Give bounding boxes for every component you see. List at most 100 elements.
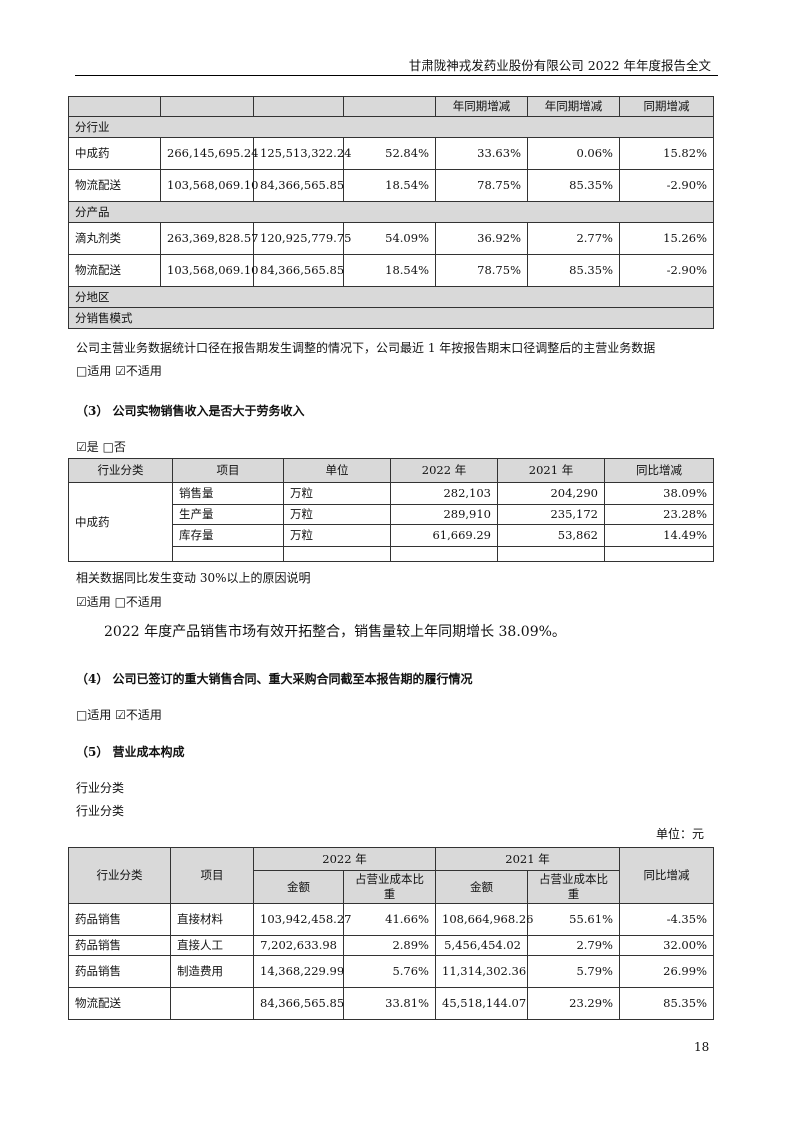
- table-cell: 0.06%: [527, 137, 620, 170]
- column-header: [253, 96, 344, 117]
- table-cell: 108,664,968.26: [435, 903, 533, 936]
- table-row: [69, 546, 714, 562]
- table-cell: 103,568,069.10: [160, 254, 258, 287]
- table-cell: 5.76%: [343, 955, 436, 988]
- table-cell: 万粒: [283, 482, 391, 505]
- section-label: 分行业: [68, 116, 714, 138]
- table-row: 物流配送 103,568,069.10 84,366,565.85 18.54% 78.…: [68, 169, 714, 202]
- section-4-check[interactable]: □适用 ☑不适用: [76, 708, 162, 722]
- table-cell: 32.00%: [619, 935, 714, 956]
- table-cell: 物流配送: [68, 987, 171, 1020]
- column-header: 2021 年: [435, 847, 620, 871]
- table-cell: 14,368,229.99: [253, 955, 344, 988]
- column-header: [160, 96, 254, 117]
- table-cell: 78.75%: [435, 169, 528, 202]
- table-cell: 103,568,069.10: [160, 169, 258, 202]
- table-cell: 制造费用: [170, 955, 254, 988]
- column-header: 2022 年: [253, 847, 436, 871]
- section-label: 分地区: [68, 286, 714, 308]
- category-cell: 中成药: [68, 482, 173, 562]
- table-cell: 2.89%: [343, 935, 436, 956]
- table-cell: 120,925,779.75: [253, 222, 351, 255]
- table-cell: 23.28%: [604, 504, 714, 525]
- table-cell: 26.99%: [619, 955, 714, 988]
- column-header: 2022 年: [390, 458, 498, 483]
- cost-structure-table: 行业分类 项目 2022 年 2021 年同比增减 金额 占营业成本比重 金额 占营业成本比重…: [68, 847, 714, 1020]
- table-cell: 33.63%: [435, 137, 528, 170]
- table-cell: 85.35%: [527, 254, 620, 287]
- table-cell: 7,202,633.98: [253, 935, 344, 956]
- section-3-check[interactable]: ☑是 □否: [76, 440, 126, 454]
- table-cell: -2.90%: [619, 254, 714, 287]
- table-row: 滴丸剂类 263,369,828.57 120,925,779.75 54.09% 36…: [68, 222, 714, 255]
- applicability-check-1[interactable]: □适用 ☑不适用: [76, 364, 162, 378]
- column-header: 行业分类: [68, 847, 171, 904]
- table-row: 物流配送 84,366,565.85 33.81% 45,518,144.07 23.2…: [68, 987, 714, 1020]
- table-cell: [497, 546, 605, 562]
- section-label: 分销售模式: [68, 307, 714, 329]
- column-header: 年同期增减: [527, 96, 620, 117]
- section-row: 分销售模式: [68, 307, 714, 329]
- header-row: 年同期增减 年同期增减 同期增减: [68, 96, 714, 117]
- table-cell: 38.09%: [604, 482, 714, 505]
- table-cell: 物流配送: [68, 254, 161, 287]
- table-cell: [172, 546, 284, 562]
- table-cell: 53,862: [497, 524, 605, 547]
- table-cell: 14.49%: [604, 524, 714, 547]
- table-cell: 2.79%: [527, 935, 620, 956]
- table-cell: 直接材料: [170, 903, 254, 936]
- table-cell: 药品销售: [68, 903, 171, 936]
- column-header: 占营业成本比重: [343, 870, 436, 904]
- table-cell: 78.75%: [435, 254, 528, 287]
- unit-label: 单位：元: [656, 827, 705, 841]
- table-cell: 41.66%: [343, 903, 436, 936]
- table-cell: 5,456,454.02: [435, 935, 528, 956]
- table-cell: [170, 987, 254, 1020]
- table-cell: 万粒: [283, 504, 391, 525]
- industry-label-2: 行业分类: [76, 804, 125, 818]
- table-cell: 84,366,565.85: [253, 254, 344, 287]
- column-header: 项目: [172, 458, 284, 483]
- column-header: 金额: [435, 870, 528, 904]
- table-cell: 万粒: [283, 524, 391, 547]
- column-header: 金额: [253, 870, 344, 904]
- table-cell: 84,366,565.85: [253, 169, 344, 202]
- explanation-paragraph: 2022 年度产品销售市场有效开拓整合，销售量较上年同期增长 38.09%。: [104, 624, 566, 640]
- column-header: 单位: [283, 458, 391, 483]
- table-cell: 18.54%: [343, 254, 436, 287]
- section-label: 分产品: [68, 201, 714, 223]
- table-cell: 5.79%: [527, 955, 620, 988]
- column-header: [68, 96, 161, 117]
- table-cell: 55.61%: [527, 903, 620, 936]
- section-row: 分产品: [68, 201, 714, 223]
- column-header: 同比增减: [604, 458, 714, 483]
- table-cell: 23.29%: [527, 987, 620, 1020]
- table-cell: 54.09%: [343, 222, 436, 255]
- table-cell: 15.82%: [619, 137, 714, 170]
- table-cell: 销售量: [172, 482, 284, 505]
- section-3-title: （3） 公司实物销售收入是否大于劳务收入: [76, 404, 305, 418]
- applicability-check-2[interactable]: ☑适用 □不适用: [76, 595, 162, 609]
- table-cell: [283, 546, 391, 562]
- table-cell: 2.77%: [527, 222, 620, 255]
- table-cell: 125,513,322.24: [253, 137, 351, 170]
- table-cell: 物流配送: [68, 169, 161, 202]
- table-row: 物流配送 103,568,069.10 84,366,565.85 18.54% 78.…: [68, 254, 714, 287]
- table-cell: 18.54%: [343, 169, 436, 202]
- table-cell: -4.35%: [619, 903, 714, 936]
- column-header: 年同期增减: [435, 96, 528, 117]
- table-cell: 282,103: [390, 482, 498, 505]
- table-cell: 85.35%: [619, 987, 714, 1020]
- page-number: 18: [694, 1040, 710, 1054]
- note-change-reason: 相关数据同比发生变动 30%以上的原因说明: [76, 571, 311, 585]
- section-5-title: （5） 营业成本构成: [76, 745, 185, 759]
- table-cell: 药品销售: [68, 955, 171, 988]
- table-cell: 直接人工: [170, 935, 254, 956]
- table-cell: 15.26%: [619, 222, 714, 255]
- table-cell: 61,669.29: [390, 524, 498, 547]
- table-cell: 库存量: [172, 524, 284, 547]
- table-cell: 204,290: [497, 482, 605, 505]
- header-row: 行业分类 项目 单位 2022 年 2021 年同比增减: [68, 458, 714, 483]
- table-cell: 85.35%: [527, 169, 620, 202]
